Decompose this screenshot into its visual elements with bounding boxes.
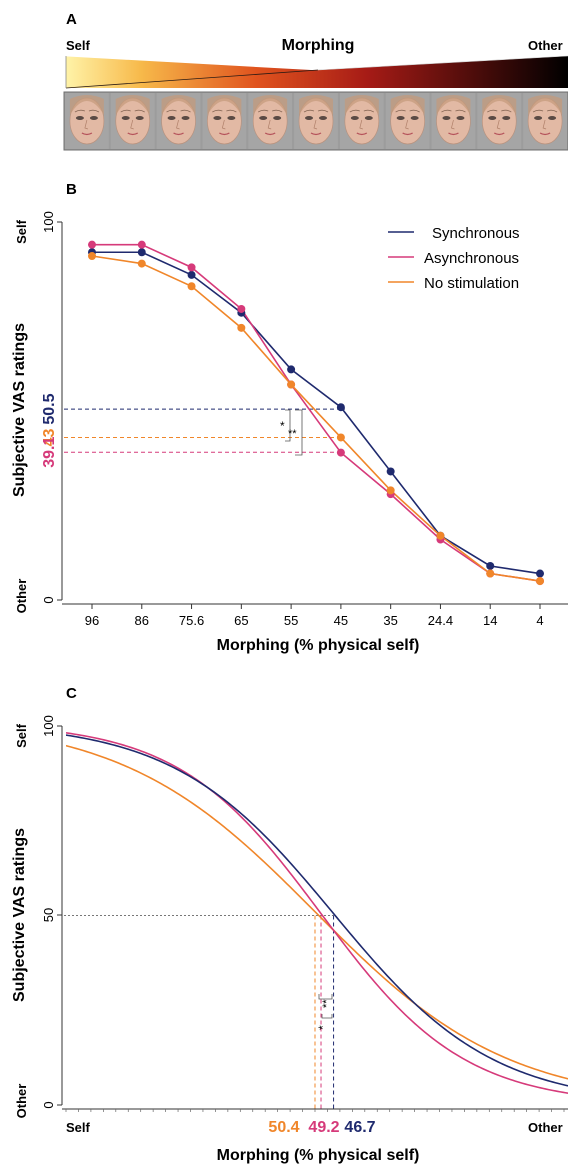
panel-c-ytick-self: Self [14, 723, 29, 748]
panel-c: C 100 Self 50 0 Other Subjective VAS rat… [11, 685, 568, 1164]
panel-b-xtick-label: 45 [334, 613, 348, 628]
panel-c-xlabel: Morphing (% physical self) [217, 1147, 420, 1164]
panel-c-letter: C [66, 685, 77, 702]
panel-b: B 100 Self 0 Other Subjective VAS rating… [11, 181, 568, 654]
legend-async-label: Asynchronous [424, 250, 519, 267]
face-thumbnail [65, 93, 109, 149]
face-thumbnail [110, 93, 155, 149]
panel-b-point-sync [386, 467, 395, 476]
panel-c-sig-inner: ** [321, 999, 333, 1008]
panel-c-significance: * ** [316, 994, 333, 1030]
panel-c-series [66, 732, 568, 1094]
panel-b-threshold-guides [64, 408, 345, 453]
panel-c-threshold-sync: 46.7 [344, 1119, 375, 1136]
panel-b-threshold-sync: 50.5 [41, 393, 58, 424]
panel-c-curve-async [66, 732, 568, 1094]
panel-b-ytick-100: 100 [41, 211, 56, 233]
panel-b-significance: * ** [280, 409, 303, 456]
panel-b-ylabel: Subjective VAS ratings [11, 323, 28, 497]
morphing-label: Morphing [282, 37, 355, 54]
panel-b-ytick-self: Self [14, 219, 29, 244]
panel-c-ytick-100: 100 [41, 715, 56, 737]
self-label: Self [66, 38, 91, 53]
panel-b-point-async [336, 448, 345, 457]
panel-b-line-nostim [91, 255, 541, 582]
panel-c-threshold-async: 49.2 [308, 1119, 339, 1136]
panel-b-series [88, 240, 544, 586]
panel-c-xlabel-self: Self [66, 1120, 91, 1135]
panel-b-point-nostim [137, 259, 146, 268]
face-thumbnail [477, 93, 522, 149]
panel-c-ytick-other: Other [14, 1084, 29, 1119]
panel-b-point-nostim [486, 569, 495, 578]
panel-c-xlabel-other: Other [528, 1120, 563, 1135]
panel-c-sig-outer: * [316, 1025, 330, 1030]
panel-c-curve-sync [66, 734, 568, 1087]
panel-b-point-sync [536, 569, 544, 578]
panel-c-ytick-0: 0 [41, 1101, 56, 1108]
panel-b-xlabel: Morphing (% physical self) [217, 637, 420, 654]
panel-b-xtick-label: 65 [234, 613, 248, 628]
legend-nostim-label: No stimulation [424, 275, 519, 292]
panel-b-point-async [187, 263, 196, 272]
panel-b-xtick-label: 14 [483, 613, 497, 628]
face-thumbnail [431, 93, 476, 149]
panel-b-point-async [137, 240, 146, 249]
face-strip [63, 91, 568, 151]
panel-b-xtick-label: 96 [85, 613, 99, 628]
panel-b-point-nostim [386, 486, 395, 495]
panel-b-xtick-label: 4 [536, 613, 543, 628]
panel-b-point-nostim [287, 380, 296, 389]
panel-c-ytick-50: 50 [41, 908, 56, 922]
face-thumbnail [202, 93, 247, 149]
panel-b-ytick-other: Other [14, 579, 29, 614]
panel-b-point-sync [336, 403, 345, 412]
panel-a: A Self Morphing Other [63, 11, 568, 151]
panel-b-threshold-async: 39.1 [41, 437, 58, 468]
panel-c-curve-nostim [66, 744, 568, 1080]
legend-sync-label: Synchronous [432, 225, 520, 242]
morph-gradient-bar [65, 55, 568, 89]
panel-b-point-nostim [336, 433, 345, 442]
panel-b-point-async [237, 304, 246, 313]
panel-b-point-nostim [436, 531, 445, 540]
panel-b-point-sync [287, 365, 296, 374]
panel-c-threshold-nostim: 50.4 [268, 1119, 299, 1136]
panel-b-threshold-nostim: 43 [41, 428, 58, 446]
panel-b-line-sync [92, 251, 541, 575]
other-label: Other [528, 38, 563, 53]
panel-b-x-ticks: 96 86 75.6 65 55 45 35 24.4 14 4 [85, 604, 544, 628]
panel-b-line-async [92, 243, 541, 582]
panel-b-point-async [88, 240, 96, 249]
panel-b-point-nostim [237, 323, 246, 332]
panel-b-letter: B [66, 181, 77, 198]
panel-c-ylabel: Subjective VAS ratings [11, 828, 28, 1002]
panel-b-legend: Synchronous Asynchronous No stimulation [388, 225, 520, 292]
panel-b-xtick-label: 24.4 [428, 613, 453, 628]
panel-c-minor-ticks [65, 1109, 565, 1112]
panel-b-point-sync [486, 561, 495, 570]
panel-b-point-sync [187, 270, 196, 279]
panel-b-xtick-label: 55 [284, 613, 298, 628]
panel-b-xtick-label: 86 [135, 613, 149, 628]
panel-b-point-nostim [187, 282, 196, 291]
face-thumbnail [385, 93, 430, 149]
panel-b-point-sync [137, 248, 146, 257]
panel-b-sig-inner: ** [288, 428, 297, 440]
panel-a-letter: A [66, 11, 77, 28]
panel-b-point-nostim [88, 252, 96, 261]
panel-b-sig-outer: * [280, 419, 285, 433]
face-thumbnail [339, 93, 384, 149]
panel-b-xtick-label: 35 [383, 613, 397, 628]
face-thumbnail [294, 93, 338, 149]
face-thumbnail [248, 93, 293, 149]
panel-b-ytick-0: 0 [41, 596, 56, 603]
face-thumbnail [523, 93, 567, 149]
face-thumbnail [156, 93, 201, 149]
panel-c-threshold-guides [64, 915, 335, 1109]
panel-b-xtick-label: 75.6 [179, 613, 204, 628]
panel-b-point-nostim [536, 577, 544, 586]
